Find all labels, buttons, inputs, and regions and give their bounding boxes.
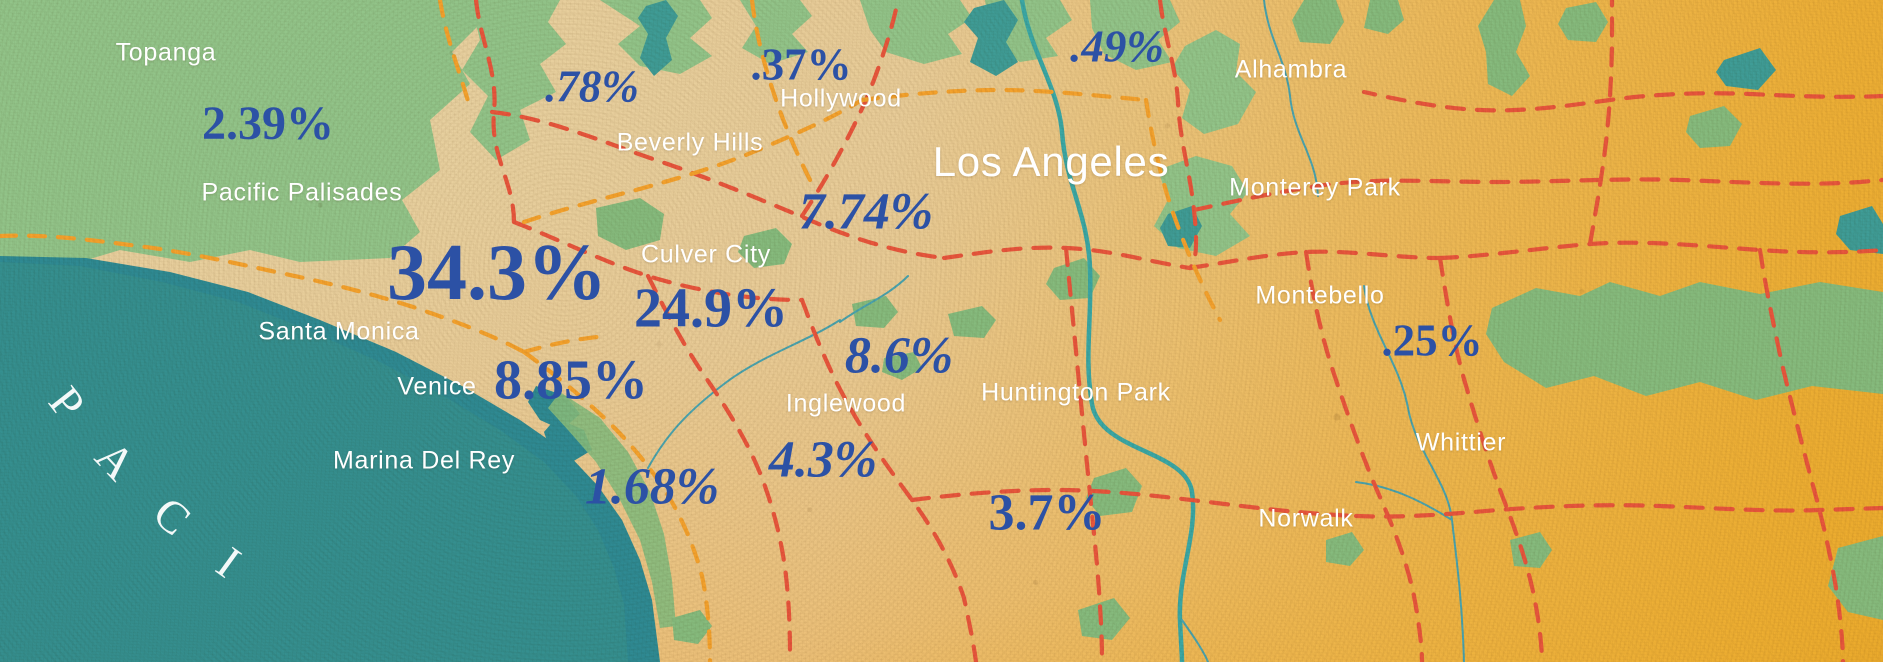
rivers <box>647 0 1465 662</box>
coastal-strip <box>548 392 676 628</box>
water-bodies <box>638 0 1883 254</box>
